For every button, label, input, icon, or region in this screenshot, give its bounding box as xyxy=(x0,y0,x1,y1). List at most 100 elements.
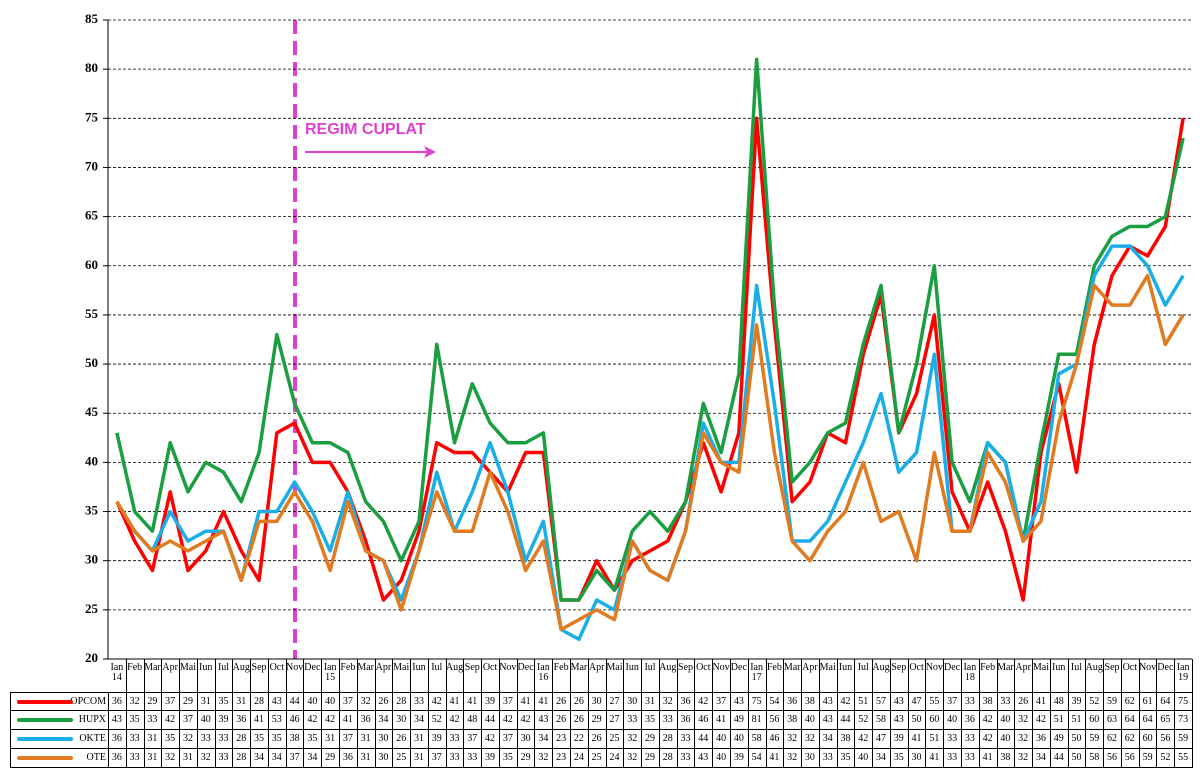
table-cell: 29 xyxy=(516,749,536,768)
col-border xyxy=(677,659,696,693)
col-border xyxy=(872,659,891,693)
x-tick-label: Oct xyxy=(1122,662,1138,673)
x-tick-label: Sep xyxy=(891,662,907,673)
x-tick-label: Ian 15 xyxy=(323,662,337,683)
col-border xyxy=(446,659,465,693)
table-cell: 43 xyxy=(108,711,127,730)
table-cell: 40 xyxy=(854,749,874,768)
table-cell: 31 xyxy=(356,730,376,749)
table-cell: 41 xyxy=(1032,692,1051,711)
x-tick-label: Oct xyxy=(269,662,285,673)
legend-entry: OKTE xyxy=(10,730,109,749)
table-cell: 73 xyxy=(1174,711,1193,730)
table-cell: 58 xyxy=(747,730,767,749)
table-cell: 32 xyxy=(125,692,145,711)
col-border xyxy=(215,659,234,693)
x-tick-label: Feb xyxy=(340,662,356,673)
table-cell: 50 xyxy=(1067,749,1087,768)
legend-entry: OPCOM xyxy=(10,692,109,711)
table-cell: 39 xyxy=(1067,692,1087,711)
col-border xyxy=(410,659,429,693)
table-cell: 34 xyxy=(534,730,554,749)
col-border xyxy=(250,659,269,693)
table-cell: 33 xyxy=(445,730,465,749)
table-cell: 41 xyxy=(712,711,731,730)
table-cell: 32 xyxy=(161,749,181,768)
col-border xyxy=(801,659,820,693)
table-cell: 56 xyxy=(1156,730,1176,749)
legend-swatch xyxy=(17,737,73,741)
col-border xyxy=(606,659,625,693)
col-border xyxy=(908,659,927,693)
x-tick-label: Apr xyxy=(1015,662,1031,673)
y-tick-label: 30 xyxy=(85,552,98,567)
table-cell: 27 xyxy=(605,711,625,730)
table-cell: 41 xyxy=(445,692,465,711)
x-tick-label: Nov xyxy=(712,662,730,673)
table-cell: 42 xyxy=(836,692,856,711)
col-border xyxy=(161,659,181,693)
col-border xyxy=(463,659,483,693)
table-cell: 42 xyxy=(303,711,323,730)
table-cell: 64 xyxy=(1138,711,1158,730)
table-cell: 39 xyxy=(729,749,749,768)
col-border xyxy=(1156,659,1176,693)
table-cell: 42 xyxy=(1032,711,1051,730)
col-border xyxy=(303,659,323,693)
table-cell: 36 xyxy=(108,730,127,749)
x-tick-label: Ian 17 xyxy=(750,662,763,683)
col-border xyxy=(428,659,447,693)
x-tick-label: Feb xyxy=(553,662,569,673)
table-cell: 33 xyxy=(214,730,234,749)
table-cell: 75 xyxy=(1174,692,1193,711)
table-cell: 42 xyxy=(481,730,500,749)
table-cell: 25 xyxy=(587,749,607,768)
col-border xyxy=(623,659,643,693)
table-cell: 39 xyxy=(481,749,500,768)
x-tick-label: Sep xyxy=(464,662,480,673)
col-border xyxy=(961,659,980,693)
table-cell: 36 xyxy=(783,692,803,711)
col-border xyxy=(1014,659,1034,693)
table-cell: 56 xyxy=(1120,749,1140,768)
table-cell: 35 xyxy=(214,692,234,711)
table-cell: 35 xyxy=(303,730,323,749)
x-tick-label: Apr xyxy=(375,662,392,673)
table-cell: 33 xyxy=(463,749,483,768)
x-tick-label: Dec xyxy=(304,662,321,673)
table-cell: 34 xyxy=(872,749,891,768)
x-tick-label: Ian 18 xyxy=(963,662,977,683)
table-cell: 28 xyxy=(250,692,269,711)
col-border xyxy=(1032,659,1051,693)
table-cell: 32 xyxy=(196,749,216,768)
table-cell: 41 xyxy=(907,730,927,749)
col-border xyxy=(1103,659,1122,693)
col-border xyxy=(126,659,145,693)
table-cell: 48 xyxy=(1049,692,1069,711)
col-border xyxy=(499,659,518,693)
table-cell: 26 xyxy=(587,730,607,749)
line-series xyxy=(115,116,1185,602)
y-tick-label: 55 xyxy=(85,306,99,321)
legend-swatch xyxy=(17,718,73,722)
table-cell: 49 xyxy=(1049,730,1069,749)
legend-entry: HUPX xyxy=(10,711,109,730)
table-cell: 30 xyxy=(516,730,536,749)
table-cell: 26 xyxy=(374,692,394,711)
col-border xyxy=(659,659,678,693)
table-cell: 42 xyxy=(978,730,998,749)
table-cell: 42 xyxy=(161,711,181,730)
legend-swatch xyxy=(17,756,73,760)
table-cell: 31 xyxy=(179,749,198,768)
table-cell: 31 xyxy=(410,730,429,749)
table-cell: 31 xyxy=(321,730,340,749)
table-cell: 41 xyxy=(250,711,269,730)
table-cell: 33 xyxy=(143,711,163,730)
table-cell: 34 xyxy=(250,749,269,768)
table-cell: 44 xyxy=(694,730,714,749)
x-tick-label: Apr xyxy=(802,662,818,673)
table-cell: 38 xyxy=(996,749,1016,768)
table-cell: 42 xyxy=(427,692,447,711)
col-border xyxy=(925,659,945,693)
